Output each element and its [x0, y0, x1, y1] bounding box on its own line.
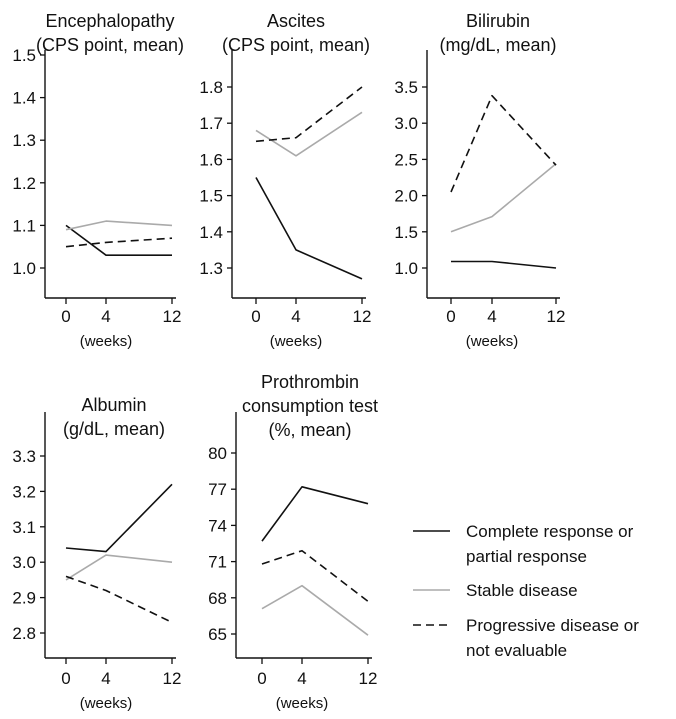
series-line-pd-ne — [255, 86, 363, 143]
panel-title: Prothrombin — [261, 372, 359, 392]
series-line-cr-pr — [65, 483, 173, 553]
series-line-sd — [65, 554, 173, 581]
panel-title: Bilirubin — [466, 11, 530, 31]
x-tick-label: 12 — [547, 307, 566, 326]
y-tick-label: 1.6 — [199, 150, 223, 169]
series-line-pd-ne — [65, 575, 173, 624]
chart-panel: Albumin (g/dL, mean) 2.8 2.9 3.0 3.1 3.2 3.3 0 4 1… — [12, 395, 181, 712]
x-tick-label: 4 — [101, 669, 110, 688]
y-tick-label: 1.2 — [12, 174, 36, 193]
panel-title: (g/dL, mean) — [63, 419, 165, 439]
y-tick-label: 3.0 — [394, 114, 418, 133]
series-line-pd-ne — [65, 237, 173, 248]
y-tick-label: 65 — [208, 625, 227, 644]
y-tick-label: 3.3 — [12, 447, 36, 466]
x-tick-label: 0 — [257, 669, 266, 688]
x-tick-label: 0 — [446, 307, 455, 326]
y-tick-label: 2.8 — [12, 624, 36, 643]
x-axis-label: (weeks) — [80, 695, 133, 712]
series-line-sd — [255, 111, 363, 157]
y-tick-label: 71 — [208, 553, 227, 572]
x-tick-label: 0 — [251, 307, 260, 326]
x-axis-label: (weeks) — [80, 333, 133, 350]
y-tick-label: 2.0 — [394, 187, 418, 206]
chart-panel: Encephalopathy (CPS point, mean) 1.0 1.1 1.2… — [12, 11, 184, 350]
y-tick-label: 1.7 — [199, 114, 223, 133]
y-tick-label: 74 — [208, 516, 227, 535]
series-line-sd — [261, 584, 369, 636]
panel-title: Encephalopathy — [45, 11, 174, 31]
y-tick-label: 1.5 — [12, 46, 36, 65]
legend-label: not evaluable — [466, 641, 567, 660]
x-tick-label: 12 — [163, 669, 182, 688]
panel-title: Ascites — [267, 11, 325, 31]
x-tick-label: 4 — [291, 307, 300, 326]
legend-label: Complete response or — [466, 522, 634, 541]
y-tick-label: 1.5 — [199, 187, 223, 206]
x-tick-label: 12 — [163, 307, 182, 326]
series-line-pd-ne — [261, 549, 369, 603]
legend-label: Stable disease — [466, 581, 578, 600]
y-tick-label: 77 — [208, 480, 227, 499]
y-tick-label: 1.8 — [199, 78, 223, 97]
chart-panel: Bilirubin (mg/dL, mean) 1.0 1.5 2.0 2.5 3.0 3.5… — [394, 11, 565, 350]
series-line-pd-ne — [450, 94, 557, 193]
x-tick-label: 0 — [61, 669, 70, 688]
x-tick-label: 12 — [359, 669, 378, 688]
legend-label: Progressive disease or — [466, 616, 639, 635]
panel-title: (CPS point, mean) — [222, 35, 370, 55]
x-tick-label: 0 — [61, 307, 70, 326]
y-tick-label: 3.2 — [12, 482, 36, 501]
x-axis-label: (weeks) — [276, 695, 329, 712]
y-tick-label: 1.4 — [12, 89, 36, 108]
y-tick-label: 1.0 — [12, 259, 36, 278]
x-tick-label: 4 — [101, 307, 110, 326]
series-line-cr-pr — [261, 485, 369, 542]
y-tick-label: 1.0 — [394, 259, 418, 278]
chart-panel: Prothrombin consumption test (%, mean) 65 68… — [208, 372, 378, 712]
y-tick-label: 1.1 — [12, 216, 36, 235]
panel-title: Albumin — [81, 395, 146, 415]
x-axis-label: (weeks) — [466, 333, 519, 350]
panel-title: (CPS point, mean) — [36, 35, 184, 55]
y-tick-label: 68 — [208, 589, 227, 608]
panel-title: consumption test — [242, 396, 378, 416]
y-tick-label: 1.5 — [394, 223, 418, 242]
y-tick-label: 3.0 — [12, 553, 36, 572]
x-tick-label: 12 — [353, 307, 372, 326]
y-tick-label: 1.3 — [12, 131, 36, 150]
x-tick-label: 4 — [297, 669, 306, 688]
y-tick-label: 3.1 — [12, 518, 36, 537]
y-tick-label: 2.9 — [12, 589, 36, 608]
chart-panel: Ascites (CPS point, mean) 1.3 1.4 1.5 1.6 1.7 1… — [199, 11, 371, 350]
y-tick-label: 1.4 — [199, 223, 223, 242]
chart-panels: Encephalopathy (CPS point, mean) 1.0 1.1 1.2… — [12, 11, 565, 712]
y-tick-label: 2.5 — [394, 150, 418, 169]
series-line-sd — [450, 163, 557, 233]
y-tick-label: 3.5 — [394, 78, 418, 97]
y-tick-label: 80 — [208, 444, 227, 463]
series-line-cr-pr — [65, 224, 172, 256]
series-line-cr-pr — [255, 177, 363, 280]
series-line-cr-pr — [451, 260, 557, 269]
legend-label: partial response — [466, 547, 587, 566]
legend: Complete response or partial response Stab… — [413, 522, 639, 660]
x-axis-label: (weeks) — [270, 333, 323, 350]
series-line-sd — [65, 220, 173, 231]
x-tick-label: 4 — [487, 307, 496, 326]
y-tick-label: 1.3 — [199, 259, 223, 278]
panel-title: (mg/dL, mean) — [439, 35, 556, 55]
panel-title: (%, mean) — [268, 420, 351, 440]
